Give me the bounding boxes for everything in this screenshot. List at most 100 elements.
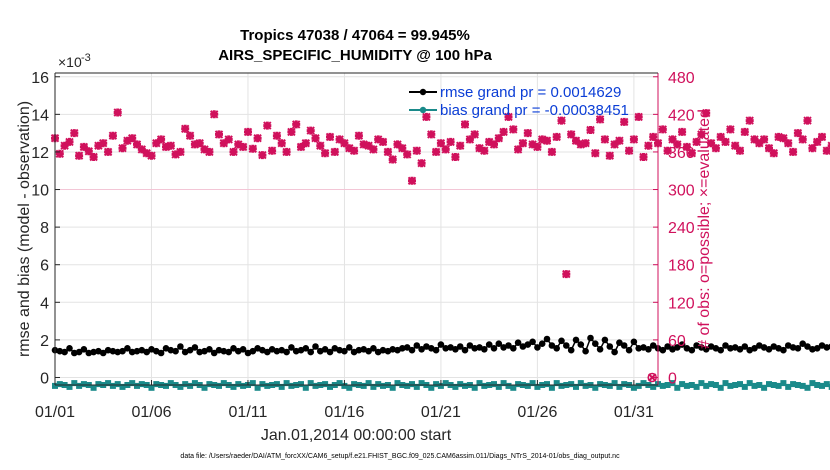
bias-point	[380, 382, 386, 389]
rmse-point	[157, 349, 165, 357]
obs-evaluated-point	[277, 138, 286, 148]
x-tick-label: 01/11	[229, 404, 268, 421]
obs-evaluated-point	[624, 146, 634, 155]
obs-evaluated-point	[595, 115, 605, 124]
bias-point	[163, 382, 169, 389]
obs-x-shape	[615, 136, 624, 145]
bias-point	[635, 382, 642, 389]
rmse-point	[567, 346, 575, 354]
rmse-point	[191, 344, 199, 351]
bias-point	[452, 383, 459, 390]
right-axis-ticks: 0 60 120 180 240 300 360 420 480	[653, 70, 695, 387]
bias-point	[785, 383, 792, 390]
bias-point	[95, 381, 102, 388]
obs-evaluated-point	[402, 150, 412, 159]
rmse-point	[346, 344, 353, 351]
obs-x-shape	[291, 120, 301, 129]
rmse-point	[119, 347, 126, 355]
bias-point	[394, 380, 401, 387]
rmse-point	[794, 345, 802, 352]
obs-evaluated-point	[253, 133, 262, 143]
obs-x-shape	[258, 150, 267, 160]
obs-x-shape	[562, 269, 571, 279]
obs-x-shape	[701, 108, 711, 118]
bias-point	[606, 382, 613, 389]
rmse-point	[61, 348, 68, 356]
right-tick-label: 300	[668, 183, 695, 200]
rmse-point	[312, 343, 319, 350]
rmse-point	[688, 346, 696, 354]
bias-point	[389, 384, 396, 391]
bias-point	[90, 384, 97, 391]
obs-x-shape	[282, 147, 291, 157]
obs-x-shape	[499, 127, 508, 137]
bias-point	[182, 381, 189, 388]
obs-x-shape	[663, 146, 672, 155]
rmse-point	[572, 336, 580, 344]
obs-evaluated-point	[788, 147, 798, 157]
rmse-point	[143, 348, 150, 356]
bias-point	[76, 382, 83, 389]
bias-point	[370, 383, 377, 390]
obs-evaluated-point	[470, 130, 479, 139]
rmse-point	[370, 345, 377, 352]
rmse-point	[510, 345, 517, 352]
bias-point	[722, 380, 729, 387]
bias-point	[732, 382, 739, 388]
obs-x-shape	[248, 144, 258, 154]
rmse-point	[799, 340, 806, 348]
bias-point	[809, 380, 816, 387]
obs-x-shape	[595, 115, 605, 124]
rmse-point	[649, 342, 657, 349]
obs-x-shape	[803, 116, 812, 125]
bias-point	[80, 381, 87, 388]
obs-evaluated-point	[248, 144, 258, 154]
rmse-point	[283, 348, 290, 356]
obs-evaluated-point	[552, 132, 561, 142]
obs-x-shape	[494, 133, 504, 143]
rmse-point	[466, 342, 474, 349]
obs-evaluated-point	[634, 112, 643, 122]
obs-x-shape	[369, 145, 378, 154]
obs-evaluated-point	[113, 108, 122, 117]
bias-point	[119, 383, 126, 390]
rmse-point	[307, 348, 315, 356]
bias-point	[727, 382, 734, 389]
bias-point	[683, 382, 690, 389]
exponent-power: -3	[81, 52, 91, 64]
obs-evaluated-point	[108, 131, 118, 140]
obs-x-shape	[383, 147, 393, 157]
bias-point	[616, 383, 623, 390]
rmse-point	[432, 346, 440, 354]
bias-point	[71, 380, 78, 387]
bias-point	[134, 382, 140, 389]
left-axis-exponent: ×10 -3	[58, 52, 91, 70]
bias-point	[524, 382, 531, 389]
obs-x-shape	[108, 131, 118, 140]
obs-evaluated-point	[533, 142, 542, 152]
obs-x-shape	[624, 146, 634, 155]
obs-x-shape	[634, 112, 643, 122]
obs-x-shape	[354, 131, 364, 140]
obs-evaluated-point	[547, 147, 557, 157]
bias-point	[138, 381, 145, 388]
right-tick-label: 360	[668, 145, 695, 162]
bias-point	[476, 380, 483, 387]
obs-x-shape	[388, 155, 397, 164]
obs-evaluated-point	[663, 146, 672, 155]
rmse-point	[302, 345, 310, 352]
rmse-point	[543, 335, 551, 343]
obs-x-shape	[673, 140, 682, 149]
obs-x-shape	[726, 125, 735, 134]
left-axis-ticks: 0 2 4 6 8 10 12 14 16	[31, 70, 60, 387]
obs-x-shape	[547, 147, 557, 157]
rmse-point	[408, 346, 416, 354]
rmse-point	[379, 346, 387, 354]
bias-point	[235, 381, 242, 388]
obs-x-shape	[827, 141, 830, 150]
obs-plus-shape	[827, 144, 830, 148]
bias-point	[259, 381, 266, 388]
bias-point	[548, 384, 555, 391]
bias-point	[409, 381, 415, 388]
rmse-point	[225, 348, 232, 356]
